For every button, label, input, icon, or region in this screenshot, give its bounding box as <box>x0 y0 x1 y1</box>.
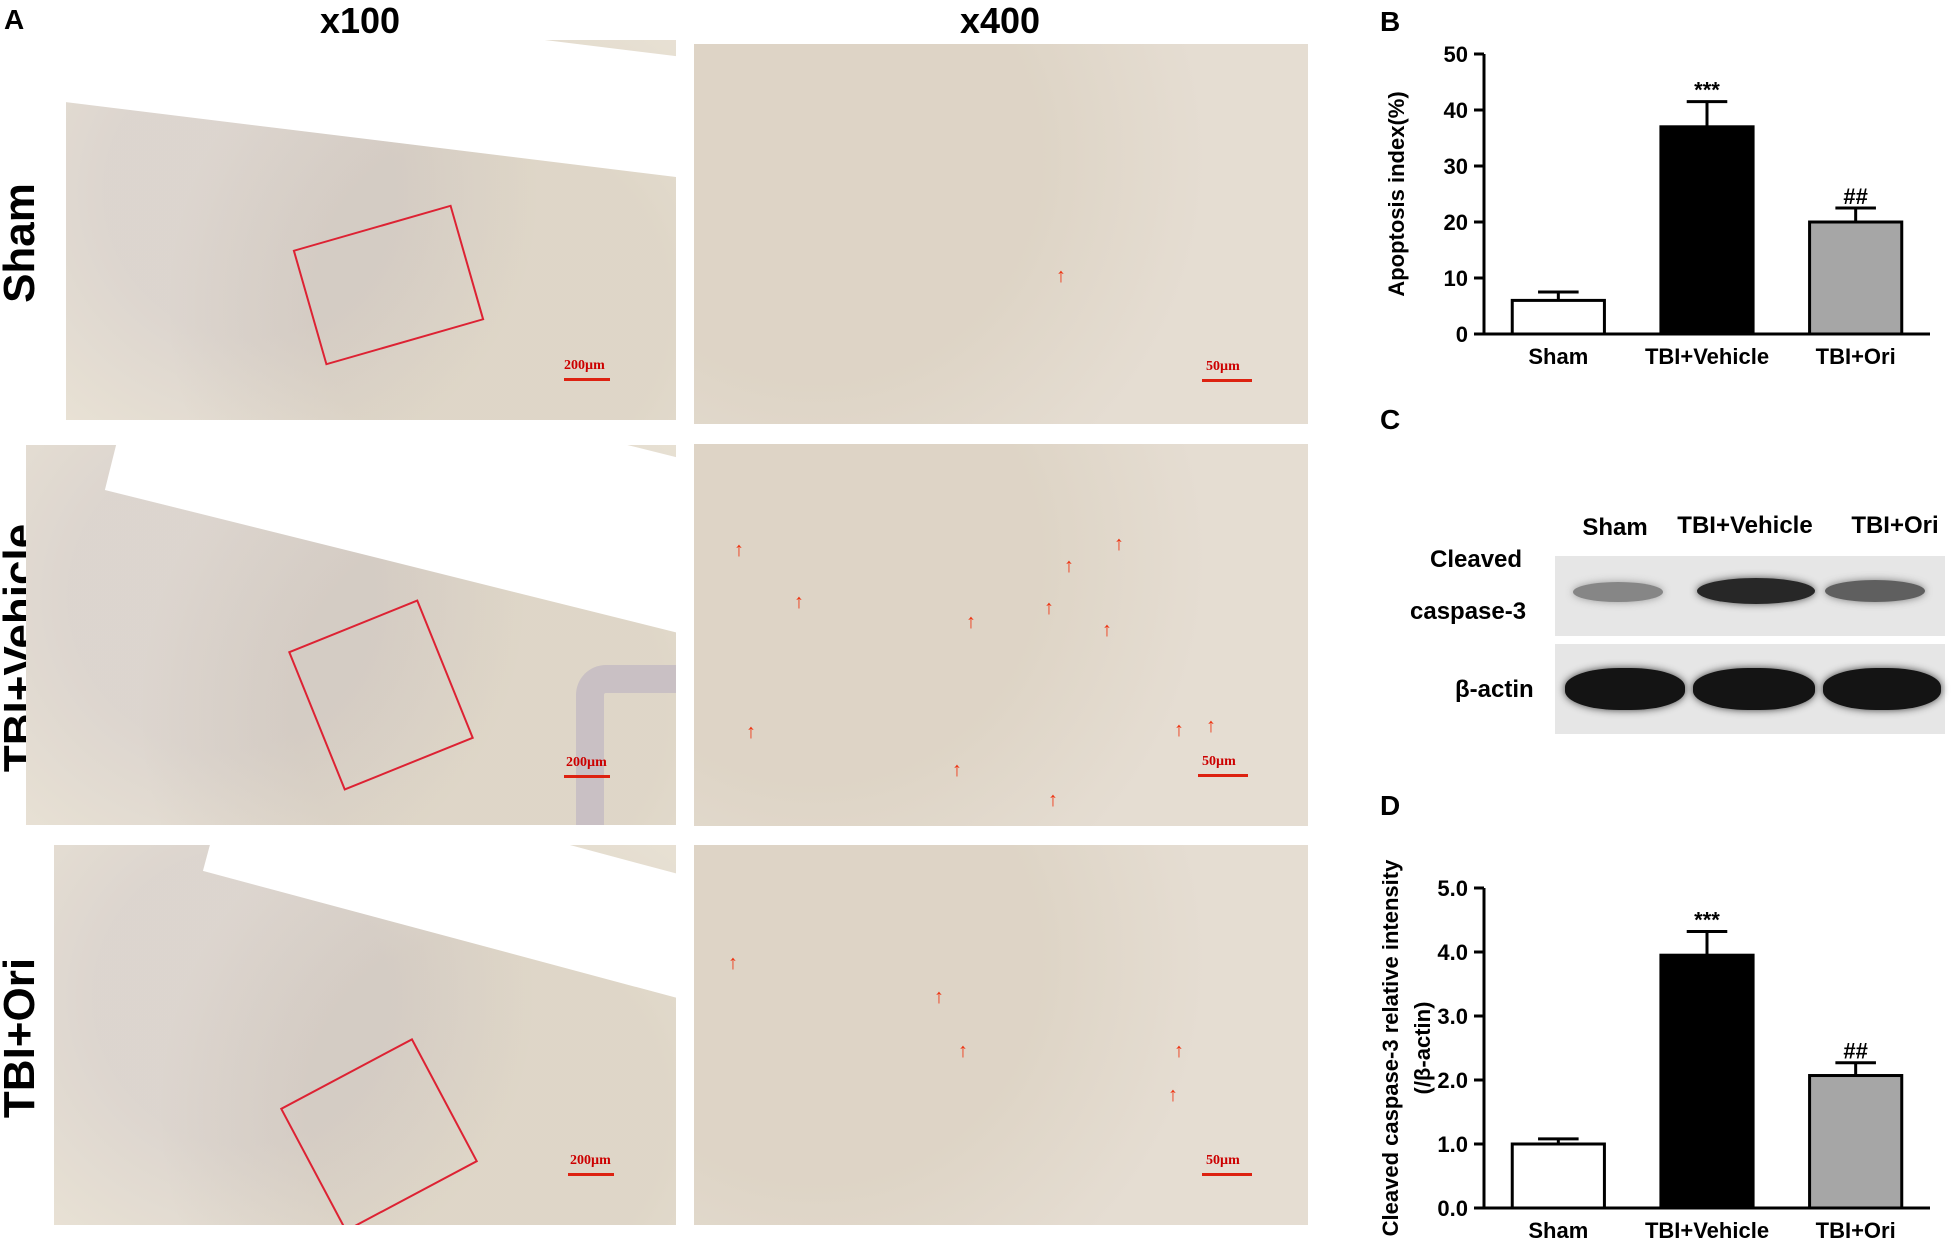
blot-label-beta-actin: β-actin <box>1455 676 1534 703</box>
scale-bar <box>1202 379 1252 382</box>
blot-band <box>1697 578 1815 604</box>
micrograph-tbi-ori-x100: 200µm <box>54 845 676 1225</box>
white-background <box>66 40 676 209</box>
chart-apoptosis-index: 0 10 20 30 40 50 Sham *** TBI+Vehicle ## TBI+Ori Ap… <box>1384 42 1930 369</box>
blot-column-tbi-vehicle: TBI+Vehicle <box>1677 512 1813 539</box>
tissue-fold <box>576 665 676 825</box>
x-tick-label: TBI+Ori <box>1816 344 1896 369</box>
y-tick-label: 10 <box>1444 266 1468 291</box>
micrograph-tbi-vehicle-x100: 200µm <box>26 445 676 825</box>
y-tick-label: 40 <box>1444 98 1468 123</box>
scale-bar <box>1198 774 1248 777</box>
panel-letter-d: D <box>1380 790 1401 821</box>
micrograph-tbi-vehicle-x400: ↑ ↑ ↑ ↑ ↑ ↑ ↑ ↑ ↑ ↑ ↑ ↑ 50µm <box>694 444 1308 826</box>
blot-band <box>1565 668 1685 710</box>
arrow-icon: ↑ <box>1206 715 1216 737</box>
y-tick-label: 0.0 <box>1437 1196 1468 1221</box>
blot-strip-beta-actin <box>1555 644 1945 734</box>
bar-sham <box>1510 1142 1606 1210</box>
y-tick-label: 3.0 <box>1437 1004 1468 1029</box>
arrow-icon: ↑ <box>728 952 738 974</box>
white-background <box>202 845 676 1078</box>
arrow-icon: ↑ <box>1048 789 1058 811</box>
y-tick-label: 30 <box>1444 154 1468 179</box>
arrow-icon: ↑ <box>958 1040 968 1062</box>
scale-bar <box>568 1173 614 1176</box>
micrograph-tbi-ori-x400: ↑ ↑ ↑ ↑ ↑ 50µm <box>694 845 1308 1225</box>
bar-tbi-vehicle <box>1659 125 1755 336</box>
y-tick-label: 4.0 <box>1437 940 1468 965</box>
column-header-x400: x400 <box>959 0 1041 41</box>
micrograph-sham-x100: 200µm <box>66 40 676 420</box>
scale-bar <box>1202 1173 1252 1176</box>
scale-label: 200µm <box>566 755 607 770</box>
blot-strip-caspase <box>1555 556 1945 636</box>
panel-letter-b: B <box>1380 6 1401 37</box>
row-label-sham: Sham <box>0 183 44 303</box>
y-tick-label: 5.0 <box>1437 876 1468 901</box>
arrow-icon: ↑ <box>1168 1084 1178 1106</box>
arrow-icon: ↑ <box>1064 555 1074 577</box>
blot-band <box>1825 580 1925 602</box>
blot-label-caspase-3: caspase-3 <box>1410 598 1527 625</box>
bar-tbi-ori <box>1808 220 1904 336</box>
blot-column-sham: Sham <box>1582 514 1648 541</box>
scale-label: 200µm <box>564 358 605 373</box>
arrow-icon: ↑ <box>934 986 944 1008</box>
panel-letter-c: C <box>1380 404 1401 435</box>
arrow-icon: ↑ <box>952 759 962 781</box>
blot-column-tbi-ori: TBI+Ori <box>1851 512 1939 539</box>
panel-letter-a: A <box>4 4 25 35</box>
arrow-icon: ↑ <box>746 721 756 743</box>
y-tick-label: 2.0 <box>1437 1068 1468 1093</box>
arrow-icon: ↑ <box>1044 597 1054 619</box>
y-axis-label: (/β-actin) <box>1410 1002 1435 1095</box>
arrow-icon: ↑ <box>1174 719 1184 741</box>
scale-label: 50µm <box>1206 359 1240 374</box>
y-tick-label: 0 <box>1456 322 1468 347</box>
row-label-tbi-ori: TBI+Ori <box>0 957 44 1119</box>
bar-sham <box>1510 298 1606 336</box>
scale-label: 50µm <box>1202 754 1236 769</box>
x-tick-label: TBI+Vehicle <box>1645 344 1769 369</box>
chart-cleaved-caspase-intensity: 0.0 1.0 2.0 3.0 4.0 5.0 Sham *** TBI+Vehicle ## TB… <box>1380 859 1930 1243</box>
significance-label: ## <box>1843 1039 1867 1064</box>
significance-label: *** <box>1694 78 1720 103</box>
x-tick-label: TBI+Vehicle <box>1645 1218 1769 1243</box>
y-axis-label: Cleaved caspase-3 relative intensity <box>1380 859 1403 1236</box>
bar-tbi-ori <box>1808 1074 1904 1210</box>
y-axis-label: Apoptosis index(%) <box>1384 91 1409 296</box>
significance-label: ## <box>1843 184 1867 209</box>
blot-band <box>1573 582 1663 602</box>
scale-bar <box>564 775 610 778</box>
region-of-interest-box <box>279 1037 479 1225</box>
scale-label: 200µm <box>570 1153 611 1168</box>
x-tick-label: TBI+Ori <box>1816 1218 1896 1243</box>
region-of-interest-box <box>292 204 485 366</box>
arrow-icon: ↑ <box>734 539 744 561</box>
region-of-interest-box <box>288 599 474 791</box>
column-header-x100: x100 <box>319 0 401 41</box>
blot-label-cleaved: Cleaved <box>1430 546 1523 573</box>
blot-band <box>1823 668 1941 710</box>
arrow-icon: ↑ <box>1056 265 1066 287</box>
blot-band <box>1693 668 1815 710</box>
arrow-icon: ↑ <box>966 611 976 633</box>
scale-bar <box>564 378 610 381</box>
arrow-icon: ↑ <box>794 591 804 613</box>
x-tick-label: Sham <box>1528 344 1588 369</box>
bar-tbi-vehicle <box>1659 953 1755 1210</box>
y-tick-label: 20 <box>1444 210 1468 235</box>
x-tick-label: Sham <box>1528 1218 1588 1243</box>
arrow-icon: ↑ <box>1114 533 1124 555</box>
significance-label: *** <box>1694 908 1720 933</box>
scale-label: 50µm <box>1206 1153 1240 1168</box>
y-tick-label: 50 <box>1444 42 1468 67</box>
micrograph-sham-x400: ↑ 50µm <box>694 44 1308 424</box>
arrow-icon: ↑ <box>1174 1040 1184 1062</box>
arrow-icon: ↑ <box>1102 619 1112 641</box>
y-tick-label: 1.0 <box>1437 1132 1468 1157</box>
